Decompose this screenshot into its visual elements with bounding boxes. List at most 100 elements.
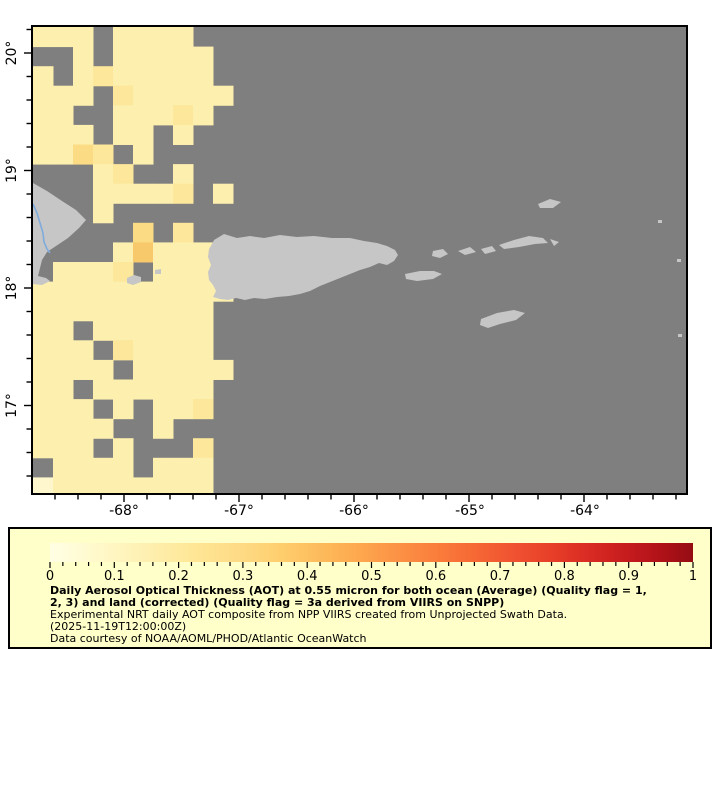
colorbar-tick-label: 0.9 <box>618 569 640 584</box>
aot-cell <box>153 418 174 439</box>
aot-cell <box>33 438 54 459</box>
river-line <box>33 203 51 254</box>
legend-caption: Daily Aerosol Optical Thickness (AOT) at… <box>50 585 647 645</box>
aot-cell <box>153 85 174 106</box>
aot-cell <box>33 124 54 145</box>
aot-cell <box>173 477 194 493</box>
aot-cell <box>153 66 174 87</box>
aot-cell <box>113 105 134 126</box>
aot-cell <box>153 183 174 204</box>
aot-cell <box>73 124 94 145</box>
aot-cell <box>193 66 214 87</box>
colorbar-tick-label: 0.3 <box>232 569 254 584</box>
aot-cell <box>133 27 154 48</box>
colorbar-tick-label: 0.8 <box>554 569 575 584</box>
aot-cell <box>133 379 154 400</box>
aot-cell <box>153 281 174 302</box>
colorbar-tick-label: 0 <box>45 569 55 584</box>
aot-cell <box>133 340 154 361</box>
island-culebra <box>432 249 448 258</box>
aot-cell <box>173 379 194 400</box>
aot-cell <box>153 262 174 283</box>
aot-cell <box>153 477 174 493</box>
aot-cell <box>113 477 134 493</box>
aot-cell <box>153 301 174 322</box>
aot-cell <box>133 359 154 380</box>
aot-cell <box>113 457 134 478</box>
aot-cell <box>53 301 74 322</box>
aot-cell <box>33 66 54 87</box>
colorbar-tick-label: 0.5 <box>361 569 382 584</box>
aot-cell <box>93 320 114 341</box>
aot-cell <box>93 359 114 380</box>
aot-cell <box>53 399 74 420</box>
aot-cell <box>53 477 74 493</box>
aot-cell <box>193 262 214 283</box>
aot-cell <box>73 66 94 87</box>
aot-cell <box>213 183 234 204</box>
aot-cell <box>133 477 154 493</box>
aot-cell <box>53 281 74 302</box>
aot-cell <box>53 340 74 361</box>
aot-cell <box>33 399 54 420</box>
aot-cell <box>133 242 154 263</box>
island-virgin-gorda <box>550 239 559 246</box>
aot-cell <box>133 144 154 165</box>
aot-cell <box>73 359 94 380</box>
islands-layer <box>33 183 682 337</box>
aot-cell <box>33 418 54 439</box>
aot-cell <box>113 183 134 204</box>
aot-cell <box>153 46 174 67</box>
aot-cell <box>193 301 214 322</box>
legend-credit: Data courtesy of NOAA/AOML/PHOD/Atlantic… <box>50 632 367 645</box>
aot-cell <box>193 379 214 400</box>
aot-cell <box>93 281 114 302</box>
aot-cell <box>113 46 134 67</box>
island-islet-dot-1 <box>658 220 662 223</box>
colorbar-tick-label: 0.1 <box>103 569 125 584</box>
aot-cell <box>53 379 74 400</box>
aot-cell <box>73 27 94 48</box>
aot-cell <box>173 281 194 302</box>
lon-tick-label: -64° <box>570 503 600 519</box>
aot-cell <box>33 281 54 302</box>
aot-cell <box>193 340 214 361</box>
aot-cell <box>33 477 54 493</box>
island-hispaniola <box>33 183 86 285</box>
aot-cell <box>73 438 94 459</box>
aot-cell <box>93 66 114 87</box>
aot-cell <box>173 262 194 283</box>
aot-cell <box>113 85 134 106</box>
aot-cell <box>173 183 194 204</box>
aot-cell <box>93 379 114 400</box>
aot-cell <box>173 457 194 478</box>
aot-cell <box>93 457 114 478</box>
colorbar-tick-label: 0.7 <box>489 569 511 584</box>
aot-cell <box>113 301 134 322</box>
aot-cell <box>173 242 194 263</box>
island-tortola-chain <box>499 236 548 249</box>
legend-title-line1: Daily Aerosol Optical Thickness (AOT) at… <box>50 584 647 597</box>
aot-cell <box>213 85 234 106</box>
aot-cell <box>73 144 94 165</box>
aot-cell <box>113 399 134 420</box>
aot-cell <box>33 144 54 165</box>
island-st-john <box>481 246 496 254</box>
aot-cell <box>113 164 134 185</box>
aot-cell <box>53 124 74 145</box>
aot-cell <box>33 340 54 361</box>
aot-cell <box>73 46 94 67</box>
aot-cell <box>133 222 154 243</box>
aot-cell <box>153 242 174 263</box>
aot-cell <box>113 340 134 361</box>
aot-cell <box>53 418 74 439</box>
aot-cell <box>33 359 54 380</box>
legend-subtitle: Experimental NRT daily AOT composite fro… <box>50 608 568 621</box>
aot-cell <box>73 399 94 420</box>
colorbar-tick-label: 0.2 <box>168 569 189 584</box>
aot-cell <box>113 281 134 302</box>
aot-cell <box>193 320 214 341</box>
aot-cell <box>193 438 214 459</box>
aot-cell <box>153 399 174 420</box>
aot-cell <box>193 457 214 478</box>
